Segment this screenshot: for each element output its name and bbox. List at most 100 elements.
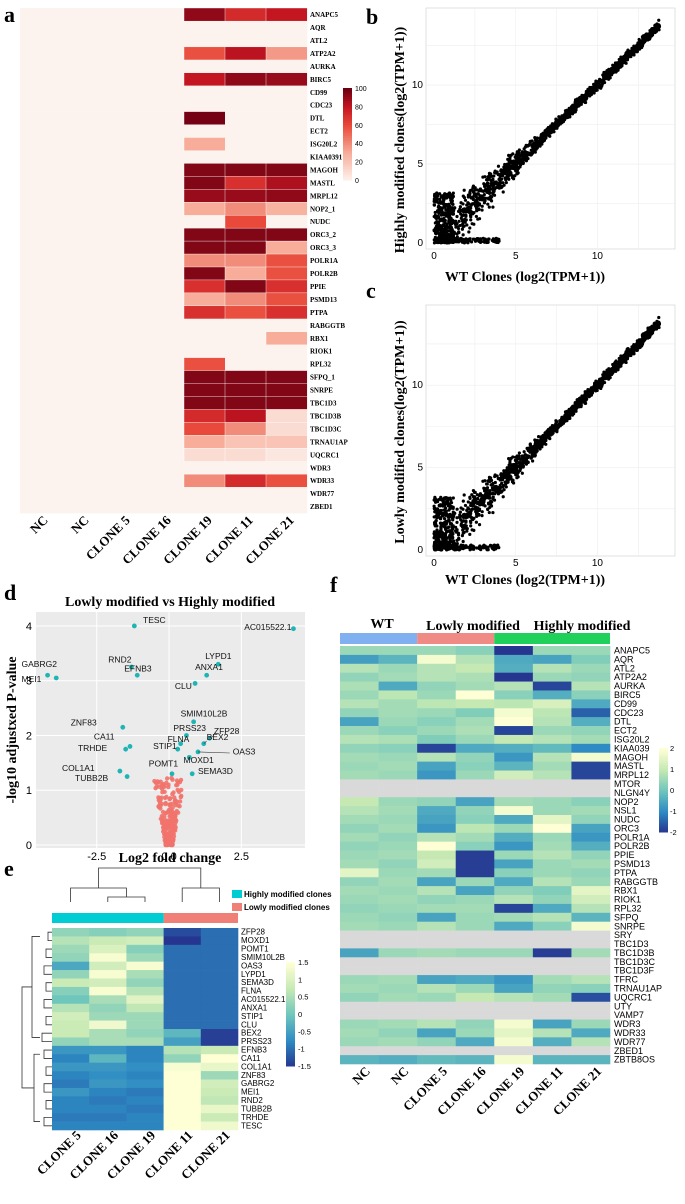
heatmap-f-cell bbox=[532, 646, 572, 656]
scatter-point bbox=[529, 455, 534, 460]
heatmap-f-cell bbox=[340, 814, 379, 825]
heatmap-e-cell bbox=[126, 953, 164, 962]
heatmap-e-cell bbox=[126, 1054, 164, 1063]
scatter-point bbox=[505, 162, 509, 166]
heatmap-f-cell bbox=[417, 770, 457, 780]
heatmap-a-cell bbox=[224, 176, 267, 190]
scatter-point bbox=[505, 470, 509, 474]
scatter-point bbox=[544, 131, 548, 135]
heatmap-f-cell bbox=[340, 975, 379, 985]
scatter-point bbox=[469, 215, 473, 219]
heatmap-e-cell bbox=[126, 1012, 164, 1021]
scatter-point bbox=[451, 218, 455, 223]
heatmap-f-cell bbox=[494, 726, 534, 736]
heatmap-a-legend-swatch bbox=[343, 106, 352, 109]
heatmap-f-cell bbox=[378, 717, 418, 727]
scatter-point bbox=[490, 492, 494, 496]
volcano-point-sig bbox=[45, 672, 50, 678]
heatmap-a-cell bbox=[225, 111, 267, 125]
heatmap-a-cell bbox=[225, 59, 267, 74]
heatmap-a-legend-swatch bbox=[343, 132, 352, 135]
scatter-point bbox=[503, 480, 507, 484]
volcano-point-ns bbox=[165, 834, 170, 840]
volcano-point-ns bbox=[157, 795, 163, 801]
heatmap-e-cell bbox=[52, 1012, 90, 1021]
scatter-point bbox=[440, 235, 444, 239]
heatmap-f-cell bbox=[532, 690, 572, 700]
heatmap-a-cell bbox=[20, 46, 62, 61]
heatmap-e-cell bbox=[163, 986, 202, 996]
heatmap-a-gene-label: RBX1 bbox=[310, 335, 329, 343]
scatter-point bbox=[469, 546, 473, 551]
heatmap-f-legend-tick: -1 bbox=[670, 807, 677, 816]
heatmap-f-cell bbox=[494, 841, 534, 851]
heatmap-a-cell bbox=[224, 214, 267, 229]
scatter-point bbox=[436, 240, 440, 245]
scatter-point bbox=[497, 177, 501, 182]
heatmap-a-gene-label: WDR33 bbox=[310, 477, 335, 485]
scatter-point bbox=[472, 545, 476, 549]
heatmap-f-cell bbox=[494, 832, 534, 842]
scatter-point bbox=[496, 164, 501, 168]
heatmap-f-cell bbox=[340, 717, 379, 727]
heatmap-a-cell bbox=[224, 240, 267, 255]
heatmap-f-cell bbox=[494, 992, 534, 1003]
scatter-point bbox=[470, 222, 474, 226]
heatmap-f-cell bbox=[532, 975, 572, 985]
heatmap-f-cell bbox=[571, 726, 611, 736]
volcano-point-ns bbox=[153, 785, 158, 791]
scatter-point bbox=[548, 131, 552, 135]
volcano-point-label: STIP1 bbox=[153, 741, 177, 751]
scatter-point bbox=[465, 223, 469, 227]
heatmap-a-cell bbox=[143, 318, 185, 333]
heatmap-e-cell bbox=[126, 928, 164, 937]
heatmap-f-cell bbox=[571, 1010, 611, 1020]
heatmap-e-cell bbox=[89, 961, 127, 971]
scatter-point bbox=[438, 192, 442, 196]
scatter-ytick: 10 bbox=[412, 380, 424, 391]
scatter-point bbox=[572, 108, 576, 112]
dendrogram-branch bbox=[45, 1100, 52, 1110]
heatmap-e-cell bbox=[163, 953, 202, 962]
scatter-point bbox=[610, 71, 614, 75]
heatmap-a-cell bbox=[20, 8, 62, 22]
heatmap-e-legend-tick: 1.5 bbox=[298, 958, 308, 967]
heatmap-f-cell bbox=[378, 681, 418, 691]
heatmap-a-cell bbox=[20, 163, 62, 177]
heatmap-e-cell bbox=[126, 978, 164, 988]
scatter-point bbox=[647, 32, 651, 36]
scatter-point bbox=[519, 157, 523, 161]
scatter-point bbox=[583, 397, 587, 402]
volcano-point-ns bbox=[157, 784, 162, 789]
heatmap-f-cell bbox=[532, 770, 572, 780]
heatmap-e-cell bbox=[126, 995, 164, 1005]
heatmap-f-cell bbox=[455, 779, 495, 789]
scatter-point bbox=[432, 497, 437, 502]
volcano-point-sig bbox=[204, 672, 210, 678]
scatter-point bbox=[530, 139, 534, 143]
scatter-point bbox=[479, 496, 484, 501]
scatter-point bbox=[450, 513, 454, 517]
heatmap-a-cell bbox=[183, 111, 226, 126]
group-bar-wt bbox=[340, 633, 418, 644]
heatmap-a-cell bbox=[61, 266, 103, 281]
scatter-point bbox=[505, 166, 509, 170]
heatmap-e-cell bbox=[200, 986, 239, 996]
heatmap-f-cell bbox=[571, 841, 611, 851]
heatmap-e-cell bbox=[126, 1029, 164, 1038]
heatmap-a-cell bbox=[224, 396, 267, 410]
heatmap-a-cell bbox=[61, 163, 103, 177]
heatmap-f-cell bbox=[532, 814, 572, 825]
heatmap-f-cell bbox=[417, 983, 457, 994]
heatmap-f-cell bbox=[417, 1037, 457, 1047]
dendrogram-branch bbox=[43, 999, 52, 1009]
heatmap-e-cell bbox=[200, 953, 239, 962]
heatmap-a-legend-swatch bbox=[343, 150, 352, 153]
heatmap-a-gene-label: AQR bbox=[310, 24, 327, 32]
heatmap-a-cell bbox=[184, 318, 226, 333]
heatmap-a-cell bbox=[102, 409, 144, 423]
scatter-point bbox=[477, 238, 481, 242]
scatter-point bbox=[548, 433, 552, 437]
scatter-point bbox=[640, 340, 644, 344]
heatmap-e-cell bbox=[200, 1020, 239, 1030]
